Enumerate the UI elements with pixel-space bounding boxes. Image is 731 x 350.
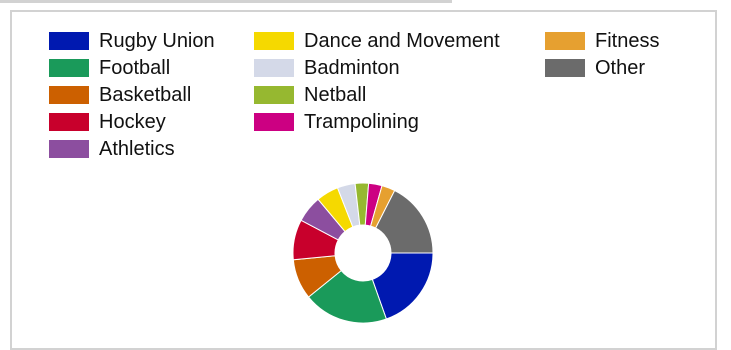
legend-item-rugby-union: Rugby Union <box>49 31 215 51</box>
legend-label: Athletics <box>99 138 175 160</box>
legend-label: Hockey <box>99 111 166 133</box>
legend-item-dance-and-movement: Dance and Movement <box>254 31 500 51</box>
legend-label: Other <box>595 57 646 79</box>
legend-label: Netball <box>304 84 367 106</box>
slice-rugby-union <box>371 252 434 320</box>
legend-item-basketball: Basketball <box>49 85 191 105</box>
slice-other <box>374 189 434 254</box>
legend-label: Dance and Movement <box>304 30 500 52</box>
legend-swatch <box>49 59 89 77</box>
legend-swatch <box>49 32 89 50</box>
legend-item-other: Other <box>545 58 645 78</box>
legend-label: Trampolining <box>304 111 419 133</box>
legend-label: Rugby Union <box>99 30 215 52</box>
slice-football <box>307 269 387 324</box>
legend-item-trampolining: Trampolining <box>254 112 419 132</box>
legend-swatch <box>49 86 89 104</box>
legend-label: Football <box>99 57 171 79</box>
legend-item-athletics: Athletics <box>49 139 175 159</box>
legend-swatch <box>49 113 89 131</box>
legend-swatch <box>254 113 294 131</box>
legend-label: Fitness <box>595 30 660 52</box>
legend-item-hockey: Hockey <box>49 112 166 132</box>
legend-item-fitness: Fitness <box>545 31 659 51</box>
legend-item-football: Football <box>49 58 170 78</box>
legend-label: Badminton <box>304 57 400 79</box>
legend-label: Basketball <box>99 84 192 106</box>
donut-chart <box>292 182 434 324</box>
legend-swatch <box>545 32 585 50</box>
legend-swatch <box>254 59 294 77</box>
legend-swatch <box>545 59 585 77</box>
legend-item-netball: Netball <box>254 85 366 105</box>
legend-swatch <box>254 32 294 50</box>
legend-swatch <box>254 86 294 104</box>
legend-swatch <box>49 140 89 158</box>
legend-item-badminton: Badminton <box>254 58 400 78</box>
top-divider <box>0 0 452 3</box>
